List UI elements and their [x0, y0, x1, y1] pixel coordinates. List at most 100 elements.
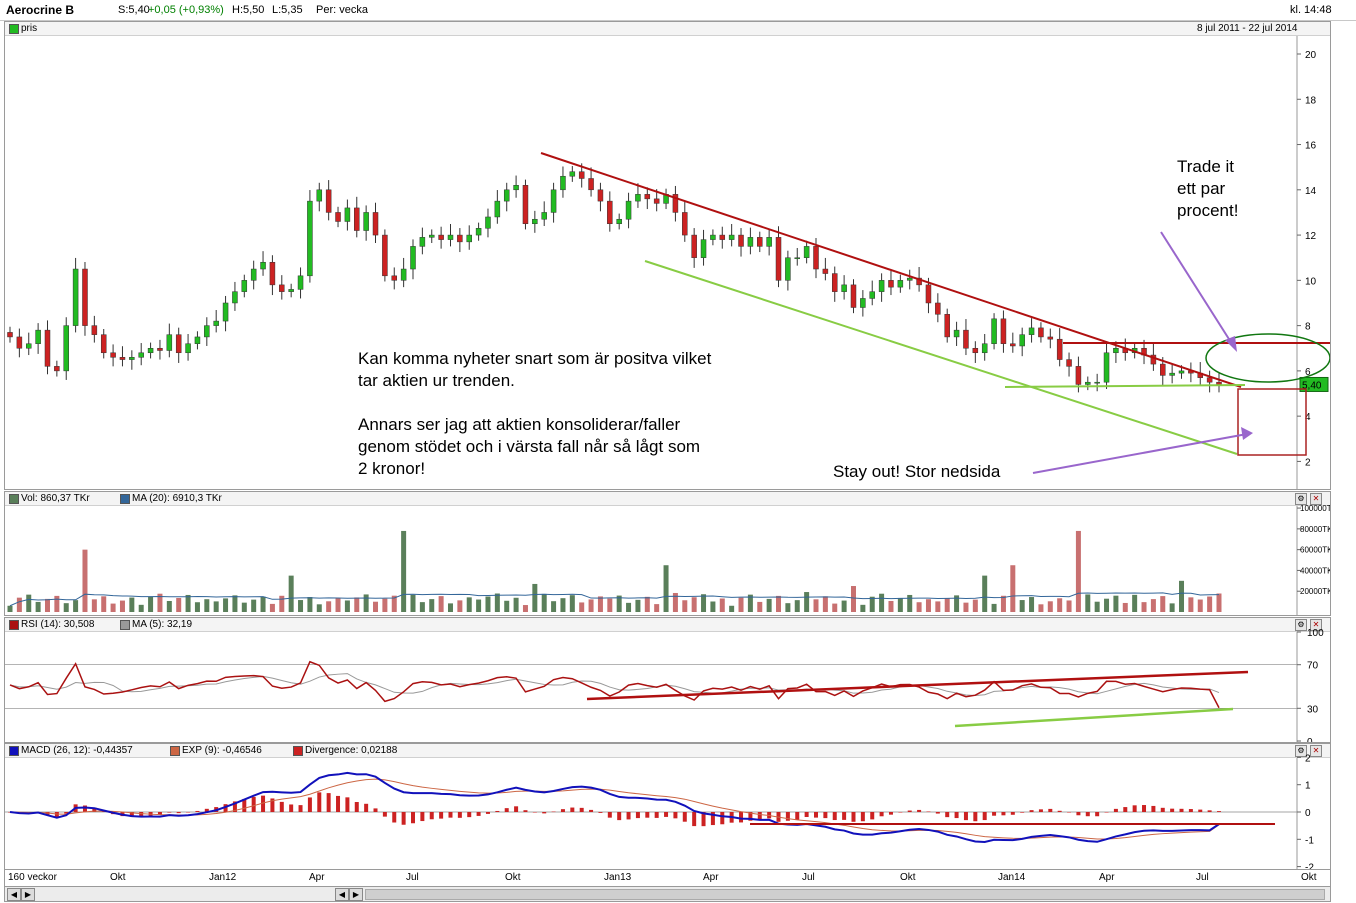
volume-bar	[1010, 565, 1016, 612]
rsi-chart: 0 30 70 100	[5, 628, 1324, 742]
price-candle	[485, 216, 491, 229]
macd-divergence-bar	[223, 804, 228, 812]
macd-divergence-bar	[242, 798, 247, 812]
volume-bar	[888, 600, 894, 612]
volume-bar	[129, 597, 135, 612]
scroll-thumb[interactable]	[365, 889, 1325, 900]
macd-close-icon[interactable]: ✕	[1310, 745, 1322, 757]
volume-bar	[522, 605, 528, 612]
time-axis: 160 veckor Okt Jan12 Apr Jul Okt Jan13 A…	[4, 869, 1331, 887]
divergence-swatch-icon	[293, 746, 303, 756]
price-candle	[269, 261, 276, 286]
volume-bar	[944, 598, 950, 612]
volume-bar	[757, 601, 763, 612]
trade-arrow-head-icon	[1225, 336, 1237, 352]
macd-divergence-bar	[720, 812, 725, 825]
volume-bar	[776, 595, 782, 612]
price-candle	[1169, 372, 1175, 376]
price-candle	[119, 357, 126, 360]
x-tick: Jul	[802, 872, 815, 883]
x-tick: Jan13	[604, 872, 632, 883]
volume-settings-icon[interactable]: ⚙	[1295, 493, 1307, 505]
rsi-settings-icon[interactable]: ⚙	[1295, 619, 1307, 631]
price-candle	[757, 237, 763, 247]
volume-bar	[344, 600, 350, 612]
rsi-close-icon[interactable]: ✕	[1310, 619, 1322, 631]
volume-bar	[298, 600, 304, 612]
macd-divergence-bar	[1038, 809, 1043, 812]
zoom-right-icon[interactable]: ▶	[349, 888, 363, 901]
volume-bar	[326, 601, 332, 612]
volume-bar	[401, 530, 407, 612]
volume-bar	[822, 596, 828, 612]
zoom-left-icon[interactable]: ◀	[335, 888, 349, 901]
volume-bar	[1197, 599, 1203, 612]
rsi-y-tick-label: 0	[1307, 737, 1313, 742]
macd-divergence-bar	[907, 810, 912, 812]
divergence-label: Divergence: 0,02188	[305, 745, 398, 756]
macd-divergence-bar	[439, 812, 444, 819]
macd-divergence-bar	[401, 812, 406, 825]
macd-divergence-bar	[1020, 812, 1025, 813]
volume-bar	[166, 600, 172, 612]
macd-divergence-bar	[1207, 810, 1212, 812]
volume-close-icon[interactable]: ✕	[1310, 493, 1322, 505]
clock-label: kl. 14:48	[1290, 4, 1332, 16]
macd-divergence-bar	[392, 812, 397, 823]
macd-divergence-bar	[654, 812, 659, 818]
volume-pane[interactable]: Vol: 860,37 TKr MA (20): 6910,3 TKr ⚙ ✕ …	[4, 491, 1331, 616]
volume-bar	[1104, 598, 1110, 612]
price-candle	[54, 366, 60, 372]
price-candle	[841, 284, 847, 292]
scroll-right-icon[interactable]: ▶	[21, 888, 35, 901]
scroll-left-icon[interactable]: ◀	[7, 888, 21, 901]
macd-settings-icon[interactable]: ⚙	[1295, 745, 1307, 757]
rsi-label: RSI (14): 30,508	[21, 619, 95, 630]
volume-label: Vol: 860,37 TKr	[21, 493, 90, 504]
volume-bar	[954, 595, 960, 612]
price-candle	[316, 189, 323, 202]
price-candle	[325, 189, 332, 213]
time-scrollbar[interactable]: ◀ ▶ ◀ ▶	[4, 886, 1331, 902]
price-candle	[279, 284, 285, 292]
period-count-label: 160 veckor	[8, 872, 57, 883]
note-line: tar aktien ur trenden.	[358, 371, 515, 390]
macd-pane-header: MACD (26, 12): -0,44357 EXP (9): -0,4654…	[5, 744, 1330, 758]
macd-divergence-bar	[1048, 808, 1053, 812]
note-stay-out: Stay out! Stor nedsida	[833, 462, 1001, 481]
volume-bar	[644, 596, 650, 612]
volume-bar	[982, 575, 988, 612]
volume-bar	[241, 602, 247, 612]
price-candle	[775, 237, 782, 281]
macd-divergence-bar	[748, 812, 753, 821]
volume-bar	[813, 599, 819, 612]
macd-divergence-bar	[1151, 805, 1156, 812]
volume-bar	[551, 601, 557, 612]
volume-y-tick-label: 40000TKr	[1300, 566, 1330, 575]
macd-divergence-bar	[1132, 805, 1137, 812]
price-y-tick-label: 12	[1305, 231, 1317, 242]
price-candle	[438, 234, 444, 240]
price-candle	[935, 302, 941, 315]
macd-divergence-bar	[1188, 809, 1193, 812]
price-candle	[653, 198, 660, 204]
note-line: Trade it	[1177, 157, 1235, 176]
volume-bar	[532, 583, 538, 612]
downtrend-support-line	[644, 260, 1238, 455]
volume-bar	[363, 594, 369, 612]
price-candle	[391, 275, 398, 281]
macd-divergence-bar	[823, 812, 828, 819]
price-pane[interactable]: pris 8 jul 2011 - 22 jul 2014 2 4 6 8 10 12 14…	[4, 21, 1331, 490]
volume-bar	[307, 597, 313, 612]
macd-divergence-bar	[204, 808, 209, 812]
macd-pane[interactable]: MACD (26, 12): -0,44357 EXP (9): -0,4654…	[4, 743, 1331, 870]
volume-bar	[729, 605, 735, 612]
rsi-pane[interactable]: RSI (14): 30,508 MA (5): 32,19 ⚙ ✕ 0 30 70…	[4, 617, 1331, 743]
price-candle	[1075, 366, 1082, 385]
price-candle	[1038, 327, 1044, 338]
price-candle	[372, 212, 379, 236]
price-candle	[335, 212, 341, 222]
macd-y-tick-label: -1	[1305, 835, 1314, 846]
macd-divergence-bar	[589, 809, 594, 812]
price-y-tick-label: 18	[1305, 95, 1317, 106]
